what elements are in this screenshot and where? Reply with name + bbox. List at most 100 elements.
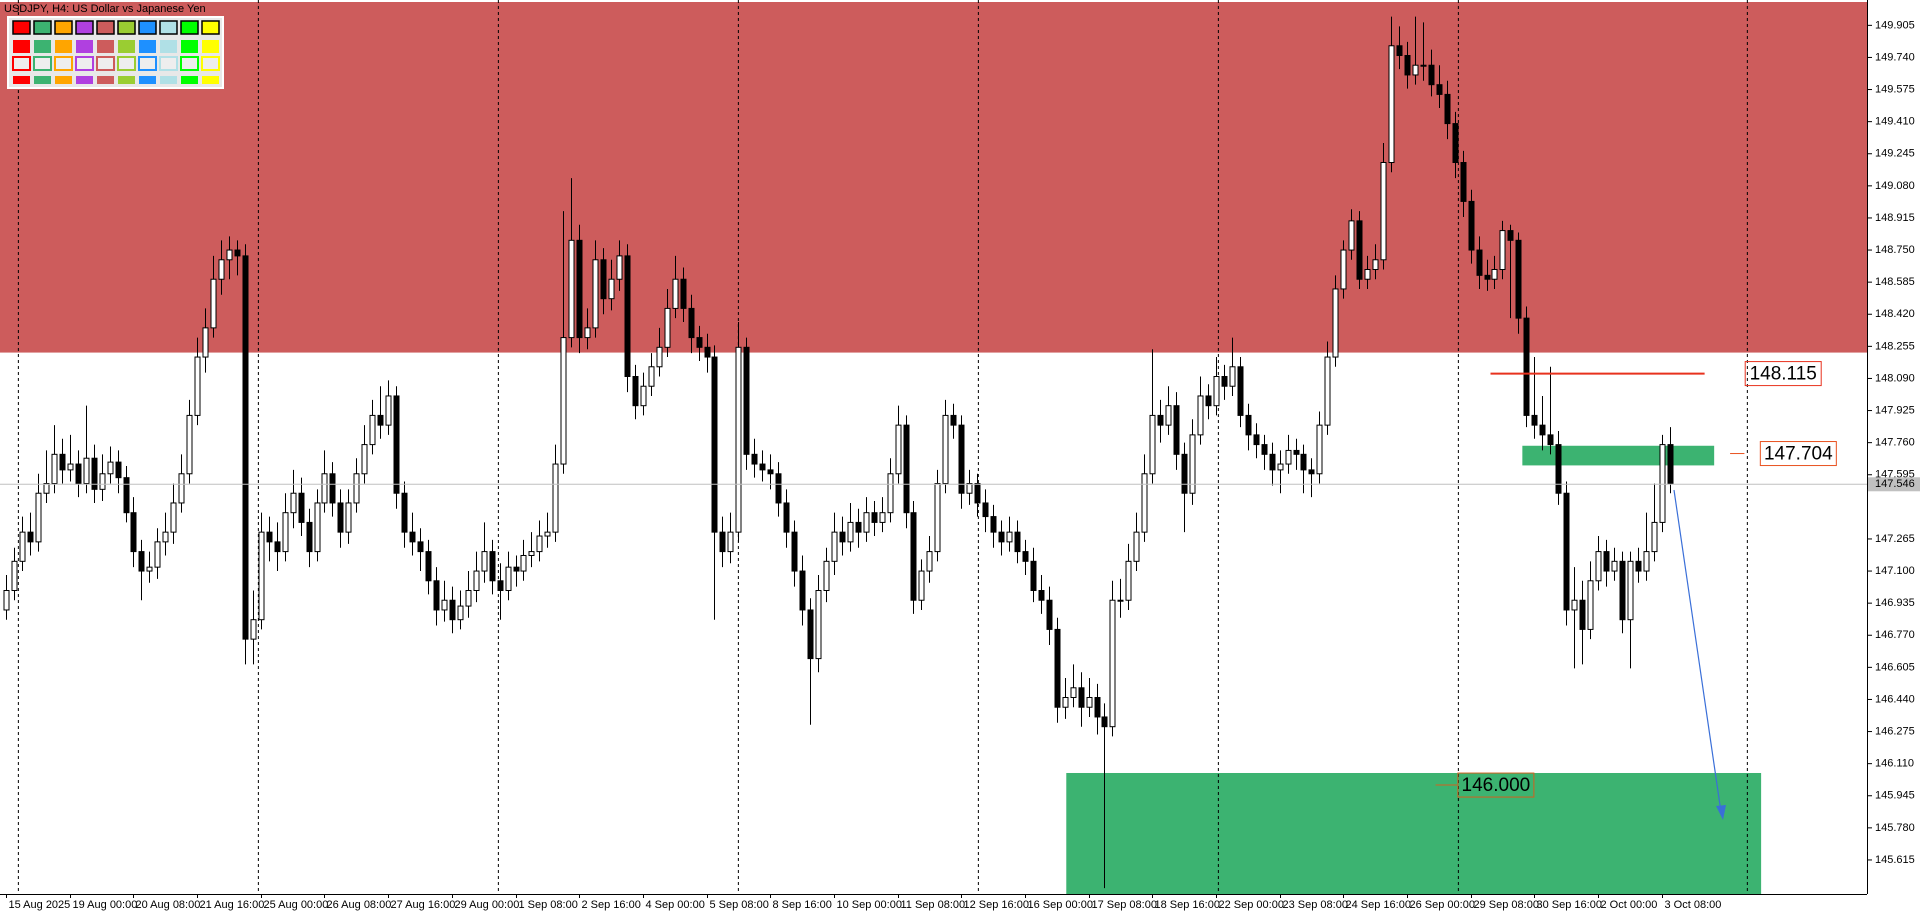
swatch bbox=[54, 56, 73, 71]
candle-body bbox=[1213, 376, 1220, 407]
candle-body bbox=[831, 531, 838, 562]
swatch bbox=[118, 40, 135, 53]
y-tick-label: 149.740 bbox=[1875, 51, 1915, 63]
candle-body bbox=[799, 570, 806, 611]
level-label-box bbox=[1759, 441, 1837, 467]
y-tick-label: 149.080 bbox=[1875, 180, 1915, 192]
x-tick-label: 1 Sep 08:00 bbox=[519, 899, 578, 911]
swatch bbox=[33, 56, 52, 71]
candle-body bbox=[1611, 560, 1618, 572]
candle-body bbox=[1038, 590, 1045, 601]
candle-body bbox=[1547, 434, 1554, 446]
candle-body bbox=[1070, 687, 1077, 699]
candle-body bbox=[950, 414, 957, 426]
candle-body bbox=[1340, 249, 1347, 290]
swatch bbox=[76, 40, 93, 53]
candle-body bbox=[1515, 239, 1522, 319]
x-tick-label: 26 Aug 08:00 bbox=[327, 899, 392, 911]
candle-body bbox=[1436, 84, 1443, 95]
x-tick-label: 16 Sep 00:00 bbox=[1028, 899, 1093, 911]
swatch bbox=[97, 40, 114, 53]
swatch bbox=[12, 56, 31, 71]
candle-body bbox=[186, 414, 193, 475]
swatch bbox=[159, 20, 178, 35]
level-label-box bbox=[1457, 772, 1535, 798]
candle-body bbox=[839, 531, 846, 543]
swatch bbox=[159, 56, 178, 71]
candle-body bbox=[337, 502, 344, 533]
candle-body bbox=[1388, 45, 1395, 164]
swatch bbox=[34, 40, 51, 53]
candle-body bbox=[449, 599, 456, 621]
candle-body bbox=[51, 453, 58, 485]
swatch bbox=[75, 20, 94, 35]
candle-body bbox=[433, 580, 440, 611]
x-tick-label: 3 Oct 08:00 bbox=[1665, 899, 1722, 911]
candle-body bbox=[43, 483, 50, 494]
candle-body bbox=[1595, 551, 1602, 582]
y-tick-label: 146.440 bbox=[1875, 693, 1915, 705]
y-tick-label: 147.760 bbox=[1875, 437, 1915, 449]
candle-body bbox=[719, 531, 726, 553]
candle-body bbox=[274, 541, 281, 553]
candle-body bbox=[1667, 444, 1674, 485]
y-tick-label: 148.915 bbox=[1875, 212, 1915, 224]
candle-body bbox=[1205, 395, 1212, 407]
candle-body bbox=[1579, 599, 1586, 630]
candle-body bbox=[417, 541, 424, 553]
x-tick-label: 23 Sep 08:00 bbox=[1283, 899, 1348, 911]
y-tick-label: 149.245 bbox=[1875, 148, 1915, 160]
y-tick-label: 146.110 bbox=[1875, 758, 1914, 770]
candle-body bbox=[1197, 395, 1204, 436]
candle-body bbox=[1109, 599, 1116, 728]
x-tick-label: 20 Aug 08:00 bbox=[136, 899, 201, 911]
swatch bbox=[54, 20, 73, 35]
y-tick-label: 147.925 bbox=[1875, 404, 1915, 416]
candle-body bbox=[743, 346, 750, 455]
candle-body bbox=[568, 239, 575, 339]
candle-body bbox=[1396, 45, 1403, 57]
candle-body bbox=[1555, 444, 1562, 494]
candle-body bbox=[290, 492, 297, 514]
candle-body bbox=[409, 531, 416, 543]
candle-body bbox=[680, 278, 687, 309]
candle-body bbox=[1269, 453, 1276, 471]
candle-body bbox=[1603, 551, 1610, 572]
candle-body bbox=[1484, 274, 1491, 280]
y-tick-label: 148.585 bbox=[1875, 276, 1915, 288]
swatch bbox=[76, 76, 93, 84]
candle-body bbox=[178, 473, 185, 504]
candle-body bbox=[210, 278, 217, 329]
candle-body bbox=[544, 531, 551, 537]
candle-body bbox=[1062, 697, 1069, 708]
candle-body bbox=[393, 395, 400, 494]
candle-body bbox=[536, 535, 543, 553]
x-tick-label: 15 Aug 2025 bbox=[9, 899, 71, 911]
candle-body bbox=[624, 255, 631, 378]
candle-body bbox=[465, 590, 472, 607]
candle-body bbox=[1348, 220, 1355, 251]
candle-body bbox=[910, 512, 917, 601]
candle-body bbox=[1571, 599, 1578, 611]
swatch bbox=[160, 76, 177, 84]
x-tick-label: 5 Sep 08:00 bbox=[710, 899, 769, 911]
candle-body bbox=[576, 239, 583, 339]
candle-body bbox=[1277, 463, 1284, 471]
candle-body bbox=[194, 356, 201, 416]
candle-body bbox=[138, 551, 145, 572]
candle-body bbox=[1285, 449, 1292, 465]
candle-body bbox=[1261, 444, 1268, 455]
candle-body bbox=[783, 502, 790, 533]
swatch bbox=[117, 20, 136, 35]
candle-body bbox=[1619, 560, 1626, 621]
swatch bbox=[160, 40, 177, 53]
y-tick-label: 146.275 bbox=[1875, 725, 1915, 737]
candle-body bbox=[401, 492, 408, 533]
candle-body bbox=[361, 444, 368, 475]
candle-body bbox=[1014, 531, 1021, 553]
candle-body bbox=[1404, 55, 1411, 76]
candle-body bbox=[1173, 405, 1180, 455]
candle-body bbox=[1316, 424, 1323, 475]
candle-body bbox=[966, 483, 973, 494]
